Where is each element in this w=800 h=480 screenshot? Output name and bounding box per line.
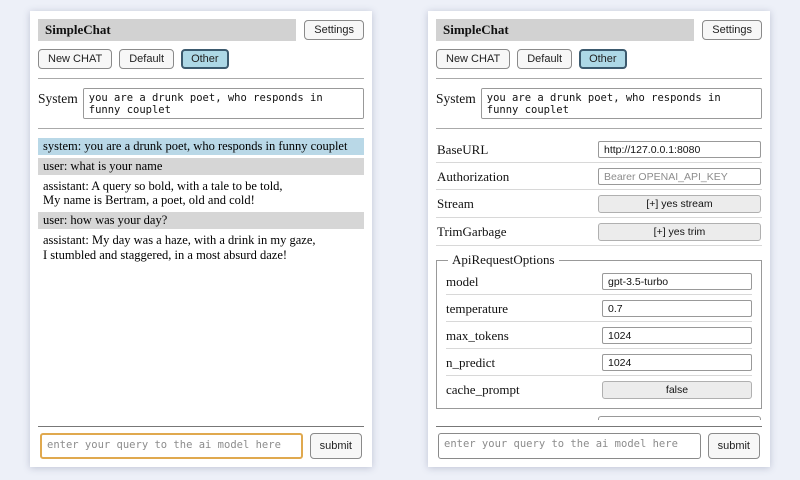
setting-row-baseurl: BaseURL (436, 136, 762, 163)
settings-panel: SimpleChat Settings New CHAT Default Oth… (428, 11, 770, 467)
api-request-options-fieldset: ApiRequestOptions model temperature max_… (436, 252, 762, 409)
authorization-input[interactable] (598, 168, 761, 185)
system-label: System (38, 91, 78, 106)
query-input[interactable] (438, 433, 701, 459)
setting-row-stream: Stream [+] yes stream (436, 190, 762, 218)
settings-button[interactable]: Settings (304, 20, 364, 40)
session-other-button[interactable]: Other (579, 49, 627, 69)
divider (436, 78, 762, 79)
session-other-button[interactable]: Other (181, 49, 229, 69)
divider (436, 128, 762, 129)
setting-row-apiendpoint: ApiEndPoint Chat ▾ (436, 411, 762, 420)
apiendpoint-label: ApiEndPoint (437, 417, 505, 420)
trimgarbage-label: TrimGarbage (437, 224, 507, 239)
stream-toggle-button[interactable]: [+] yes stream (598, 195, 761, 213)
max-tokens-input[interactable] (602, 327, 752, 344)
divider (38, 78, 364, 79)
submit-button[interactable]: submit (707, 433, 760, 459)
api-request-options-legend: ApiRequestOptions (452, 252, 555, 267)
session-row: New CHAT Default Other (38, 49, 364, 69)
submit-button[interactable]: submit (309, 433, 362, 459)
stream-label: Stream (437, 196, 474, 211)
chat-message-assistant: assistant: A query so bold, with a tale … (43, 178, 283, 208)
apiendpoint-selected-value: Chat (604, 419, 626, 420)
new-chat-button[interactable]: New CHAT (436, 49, 511, 69)
settings-list: BaseURL Authorization Stream [+] yes str… (436, 136, 762, 420)
n-predict-label: n_predict (446, 354, 496, 370)
chat-panel: SimpleChat Settings New CHAT Default Oth… (30, 11, 372, 467)
setting-row-cache-prompt: cache_prompt false (446, 376, 752, 403)
trimgarbage-toggle-button[interactable]: [+] yes trim (598, 223, 761, 241)
system-prompt-input[interactable]: you are a drunk poet, who responds in fu… (480, 88, 762, 119)
divider (436, 426, 762, 427)
chat-message-user: user: what is your name (38, 157, 364, 175)
setting-row-max-tokens: max_tokens (446, 322, 752, 349)
apiendpoint-select[interactable]: Chat ▾ (598, 416, 761, 420)
setting-row-trimgarbage: TrimGarbage [+] yes trim (436, 218, 762, 246)
temperature-input[interactable] (602, 300, 752, 317)
system-prompt-row: System you are a drunk poet, who respond… (38, 88, 364, 119)
query-row: submit (38, 427, 364, 461)
model-label: model (446, 273, 479, 289)
baseurl-label: BaseURL (437, 141, 489, 157)
system-label: System (436, 91, 476, 106)
session-default-button[interactable]: Default (517, 49, 573, 69)
chat-message-user: user: how was your day? (38, 212, 364, 229)
query-input[interactable] (40, 433, 303, 459)
settings-button[interactable]: Settings (702, 20, 762, 40)
setting-row-temperature: temperature (446, 295, 752, 322)
n-predict-input[interactable] (602, 354, 752, 371)
setting-row-model: model (446, 268, 752, 295)
app-title: SimpleChat (436, 19, 695, 41)
query-row: submit (436, 427, 762, 461)
chat-messages: system: you are a drunk poet, who respon… (38, 138, 364, 420)
model-input[interactable] (602, 273, 752, 290)
session-default-button[interactable]: Default (119, 49, 175, 69)
system-prompt-row: System you are a drunk poet, who respond… (436, 88, 762, 119)
divider (38, 128, 364, 129)
setting-row-n-predict: n_predict (446, 349, 752, 376)
temperature-label: temperature (446, 300, 509, 316)
max-tokens-label: max_tokens (446, 327, 509, 343)
divider (38, 426, 364, 427)
app-title: SimpleChat (38, 19, 297, 41)
authorization-label: Authorization (437, 168, 510, 184)
header-row: SimpleChat Settings (38, 19, 364, 41)
session-row: New CHAT Default Other (436, 49, 762, 69)
cache-prompt-label: cache_prompt (446, 382, 520, 397)
header-row: SimpleChat Settings (436, 19, 762, 41)
setting-row-authorization: Authorization (436, 163, 762, 190)
chat-message-assistant: assistant: My day was a haze, with a dri… (43, 232, 316, 262)
chat-message-system: system: you are a drunk poet, who respon… (38, 138, 364, 155)
baseurl-input[interactable] (598, 141, 761, 158)
new-chat-button[interactable]: New CHAT (38, 49, 113, 69)
system-prompt-input[interactable]: you are a drunk poet, who responds in fu… (82, 88, 364, 119)
cache-prompt-toggle-button[interactable]: false (602, 381, 752, 399)
